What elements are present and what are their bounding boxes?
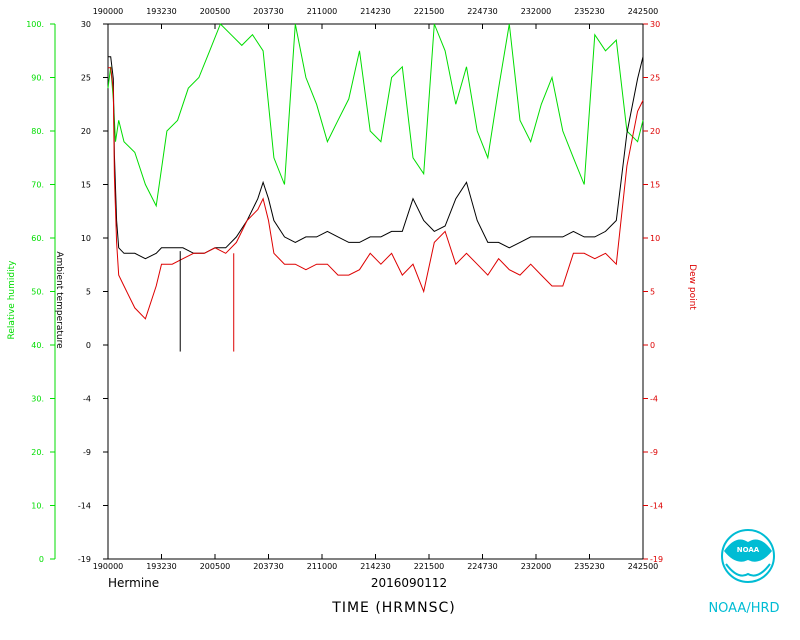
temp-tick-label: 20 — [81, 127, 91, 136]
x-bottom-tick-label: 190000 — [93, 562, 124, 571]
date-label: 2016090112 — [371, 576, 447, 590]
x-top-tick-label: 211000 — [307, 7, 338, 16]
x-ticks-top: 190000 193230 200500 203730 211000 214230 2215… — [93, 7, 659, 29]
dewpoint-tick-label: -9 — [650, 448, 658, 457]
dewpoint-ticks: -19 -14 -9 -4 0 5 10 15 20 25 30 — [643, 20, 663, 564]
temp-tick-label: 15 — [81, 181, 91, 190]
rh-tick-label: 0 — [39, 555, 44, 564]
dewpoint-tick-label: -14 — [650, 502, 663, 511]
rh-tick-label: 10. — [31, 502, 44, 511]
x-bottom-tick-label: 224730 — [467, 562, 498, 571]
temp-tick-label: 5 — [86, 288, 91, 297]
x-top-tick-label: 242500 — [628, 7, 659, 16]
temp-ticks: -19 -14 -9 -4 0 5 10 15 20 25 30 — [78, 20, 108, 564]
temp-tick-label: -14 — [78, 502, 91, 511]
x-top-tick-label: 214230 — [360, 7, 391, 16]
rh-tick-label: 70. — [31, 181, 44, 190]
temp-tick-label: 10 — [81, 234, 91, 243]
x-top-tick-label: 200500 — [200, 7, 231, 16]
x-bottom-tick-label: 242500 — [628, 562, 659, 571]
dewpoint-tick-label: -19 — [650, 555, 663, 564]
dewpoint-tick-label: 10 — [650, 234, 660, 243]
temp-axis-label: Ambient temperature — [54, 251, 64, 349]
dewpoint-tick-label: 30 — [650, 20, 660, 29]
temp-tick-label: 30 — [81, 20, 91, 29]
temp-tick-label: -9 — [83, 448, 91, 457]
temp-tick-label: -19 — [78, 555, 91, 564]
x-top-tick-label: 224730 — [467, 7, 498, 16]
rh-tick-label: 50. — [31, 288, 44, 297]
x-bottom-tick-label: 193230 — [146, 562, 177, 571]
x-bottom-tick-label: 214230 — [360, 562, 391, 571]
noaa-caption: NOAA/HRD — [708, 601, 779, 616]
dewpoint-series-line — [108, 67, 644, 320]
dewpoint-tick-label: 15 — [650, 181, 660, 190]
rh-tick-label: 30. — [31, 395, 44, 404]
dewpoint-tick-label: 0 — [650, 341, 655, 350]
x-top-tick-label: 193230 — [146, 7, 177, 16]
rh-tick-label: 90. — [31, 74, 44, 83]
svg-text:NOAA: NOAA — [737, 546, 760, 554]
rh-tick-label: 60. — [31, 234, 44, 243]
x-bottom-tick-label: 200500 — [200, 562, 231, 571]
temp-series-line — [108, 56, 644, 260]
storm-label: Hermine — [108, 576, 159, 590]
x-top-tick-label: 203730 — [253, 7, 284, 16]
x-bottom-tick-label: 211000 — [307, 562, 338, 571]
x-ticks-bottom: 190000 193230 200500 203730 211000 214230 2215… — [93, 554, 659, 571]
rh-ticks: 0 10. 20. 30. 40. 50. 60. 70. 80. 90. 100. — [26, 20, 55, 564]
x-axis-label: TIME (HRMNSC) — [331, 600, 455, 616]
rh-tick-label: 100. — [26, 20, 44, 29]
noaa-logo-icon: NOAA — [721, 529, 775, 583]
x-bottom-tick-label: 235230 — [574, 562, 605, 571]
x-bottom-tick-label: 203730 — [253, 562, 284, 571]
x-top-tick-label: 232000 — [521, 7, 552, 16]
dewpoint-tick-label: -4 — [650, 395, 658, 404]
x-top-tick-label: 235230 — [574, 7, 605, 16]
temp-tick-label: 25 — [81, 74, 91, 83]
x-bottom-tick-label: 221500 — [414, 562, 445, 571]
temp-tick-label: -4 — [83, 395, 91, 404]
rh-axis-label: Relative humidity — [7, 260, 17, 340]
series-group — [107, 23, 644, 352]
x-top-tick-label: 190000 — [93, 7, 124, 16]
plot-frame — [107, 23, 644, 560]
rh-tick-label: 80. — [31, 127, 44, 136]
temp-tick-label: 0 — [86, 341, 91, 350]
dewpoint-tick-label: 5 — [650, 288, 655, 297]
x-bottom-tick-label: 232000 — [521, 562, 552, 571]
x-top-tick-label: 221500 — [414, 7, 445, 16]
rh-tick-label: 20. — [31, 448, 44, 457]
rh-series-line — [107, 23, 644, 208]
dewpoint-tick-label: 20 — [650, 127, 660, 136]
dewpoint-tick-label: 25 — [650, 74, 660, 83]
rh-tick-label: 40. — [31, 341, 44, 350]
dewpoint-axis-label: Dew point — [687, 264, 697, 310]
